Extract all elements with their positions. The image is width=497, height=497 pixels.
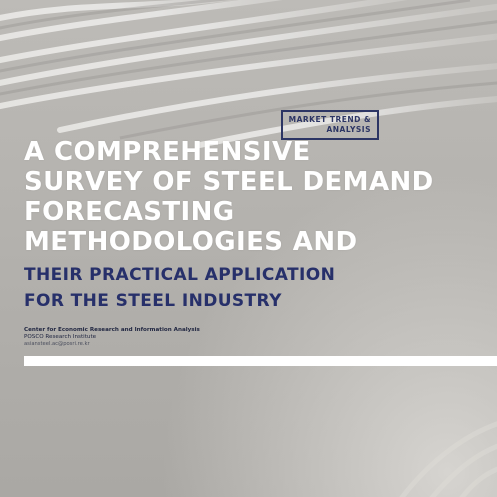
subtitle-line: FOR THE STEEL INDUSTRY	[24, 291, 282, 311]
institute-name: POSCO Research Institute	[24, 334, 97, 340]
metallic-wave-corner	[399, 421, 497, 497]
metallic-wave-pattern	[0, 0, 497, 148]
organization-name: Center for Economic Research and Informa…	[24, 327, 200, 333]
badge-line-2: ANALYSIS	[326, 125, 371, 134]
divider-bar	[24, 356, 497, 366]
subtitle-line: THEIR PRACTICAL APPLICATION	[24, 265, 336, 285]
badge-line-1: MARKET TREND &	[288, 115, 371, 124]
title-line: SURVEY OF STEEL DEMAND	[24, 167, 434, 197]
market-trend-badge: MARKET TREND & ANALYSIS	[281, 110, 379, 140]
title-line: FORECASTING	[24, 197, 235, 227]
title-line: A COMPREHENSIVE	[24, 137, 311, 167]
author-info: Center for Economic Research and Informa…	[24, 327, 200, 348]
subtitle: THEIR PRACTICAL APPLICATION FOR THE STEE…	[24, 262, 494, 314]
contact-email: asiansteel.ac@posri.re.kr	[24, 341, 90, 347]
title-line: METHODOLOGIES AND	[24, 227, 358, 257]
main-title: A COMPREHENSIVE SURVEY OF STEEL DEMAND F…	[24, 137, 494, 257]
